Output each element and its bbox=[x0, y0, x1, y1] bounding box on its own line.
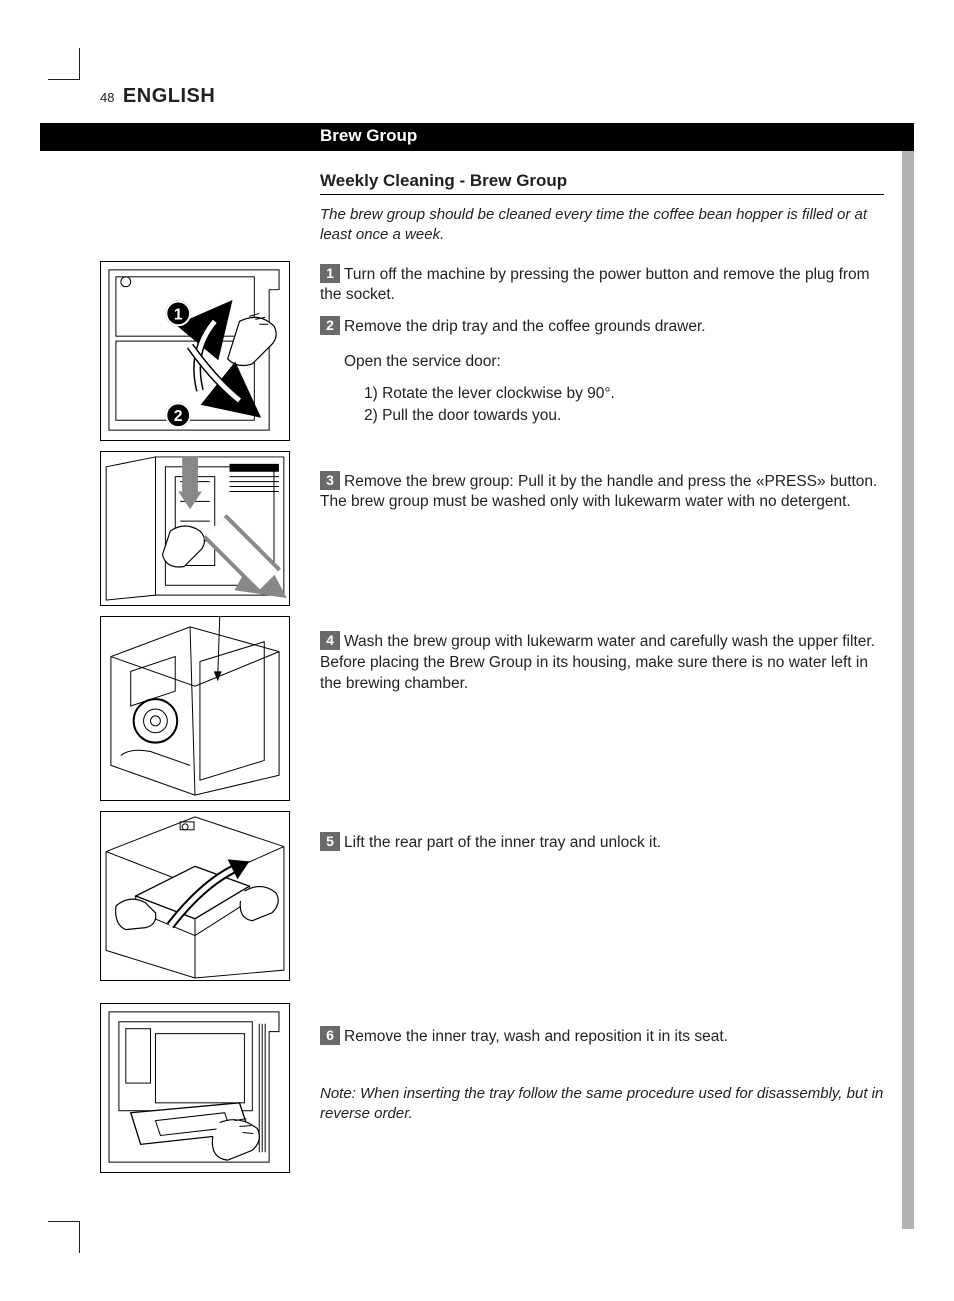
step-4: 4Wash the brew group with lukewarm water… bbox=[320, 631, 884, 695]
step-2-text: Remove the drip tray and the coffee grou… bbox=[344, 318, 706, 335]
step-2-cont: Open the service door: bbox=[344, 352, 884, 373]
step-number-4: 4 bbox=[320, 631, 340, 650]
step-5: 5Lift the rear part of the inner tray an… bbox=[320, 832, 884, 854]
step-6: 6Remove the inner tray, wash and reposit… bbox=[320, 1026, 884, 1048]
text-column: Weekly Cleaning - Brew Group The brew gr… bbox=[40, 151, 914, 1125]
step-3-text: Remove the brew group: Pull it by the ha… bbox=[320, 473, 877, 511]
language-label: ENGLISH bbox=[123, 85, 215, 107]
content-area: 1 2 bbox=[40, 151, 914, 1125]
step-1-text: Turn off the machine by pressing the pow… bbox=[320, 266, 870, 304]
step-number-1: 1 bbox=[320, 264, 340, 283]
page-content: 48 ENGLISH Brew Group bbox=[40, 85, 914, 1261]
step-2: 2Remove the drip tray and the coffee gro… bbox=[320, 316, 884, 338]
step-5-text: Lift the rear part of the inner tray and… bbox=[344, 834, 661, 851]
step-number-5: 5 bbox=[320, 832, 340, 851]
step-2-sub1: 1) Rotate the lever clockwise by 90°. bbox=[364, 383, 884, 405]
section-title: Weekly Cleaning - Brew Group bbox=[320, 171, 884, 195]
step-2-sub2: 2) Pull the door towards you. bbox=[364, 405, 884, 427]
step-1: 1Turn off the machine by pressing the po… bbox=[320, 264, 884, 307]
step-number-2: 2 bbox=[320, 316, 340, 335]
step-4-text: Wash the brew group with lukewarm water … bbox=[320, 633, 875, 692]
step-number-3: 3 bbox=[320, 471, 340, 490]
note-text: Note: When inserting the tray follow the… bbox=[320, 1084, 884, 1125]
intro-text: The brew group should be cleaned every t… bbox=[320, 205, 884, 246]
page-number: 48 bbox=[100, 90, 114, 105]
section-bar-title: Brew Group bbox=[320, 126, 417, 146]
step-6-text: Remove the inner tray, wash and repositi… bbox=[344, 1028, 728, 1045]
section-bar: Brew Group bbox=[40, 123, 914, 151]
step-number-6: 6 bbox=[320, 1026, 340, 1045]
crop-mark-top-left bbox=[20, 20, 80, 80]
page-header: 48 ENGLISH bbox=[100, 85, 914, 113]
step-3: 3Remove the brew group: Pull it by the h… bbox=[320, 471, 884, 514]
